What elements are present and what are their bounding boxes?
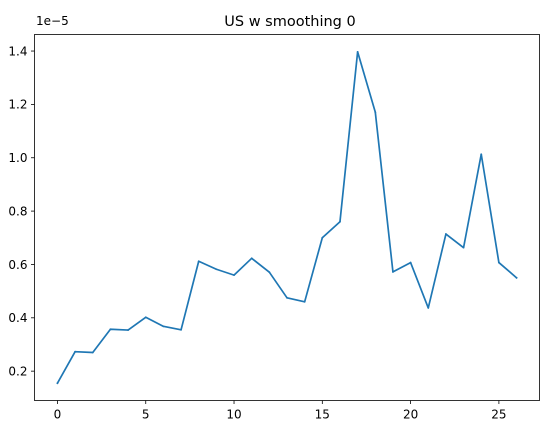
data-point [409,261,412,264]
data-point [286,296,288,299]
plot-area [34,34,540,401]
y-tick-label: 1.2 [8,98,27,112]
data-point [109,328,112,331]
data-point [215,268,218,271]
x-tick-label: 25 [491,408,506,422]
y-tick-label: 1.0 [8,151,27,165]
data-point [374,111,377,114]
plot-frame [34,34,540,401]
data-point [356,50,359,53]
x-tick-label: 5 [142,408,150,422]
data-point [162,325,165,328]
data-point [392,271,394,273]
data-point [233,274,235,277]
y-tick-label: 0.6 [8,258,27,272]
chart-title: US w smoothing 0 [224,14,355,30]
data-point [197,260,200,263]
data-point [127,329,129,331]
data-point [56,382,59,385]
y-tick-label: 0.8 [8,204,27,218]
x-tick-label: 20 [403,408,418,422]
x-tick-label: 15 [315,408,330,422]
data-point [180,328,182,331]
data-point [91,351,94,354]
data-points [56,50,518,385]
data-point [268,271,271,274]
x-tick-label: 10 [226,408,241,422]
y-axis: 0.2 0.4 0.6 0.8 1.0 1.2 1.4 [8,44,35,378]
data-point [339,220,341,223]
data-point [144,316,147,319]
x-tick-label: 0 [54,408,62,422]
y-offset-label: 1e−5 [36,14,69,28]
y-tick-label: 0.4 [8,311,27,325]
data-point [250,257,253,260]
data-point [321,236,324,239]
y-tick-label: 0.2 [8,364,27,378]
data-point [303,300,306,303]
data-point [462,246,465,249]
y-tick-label: 1.4 [8,44,27,58]
data-point [515,276,518,279]
data-point [74,350,77,353]
data-point [445,233,447,235]
data-point [480,153,483,156]
data-point [427,307,430,309]
data-point [497,261,500,264]
x-axis: 0 5 10 15 20 25 [54,400,507,422]
